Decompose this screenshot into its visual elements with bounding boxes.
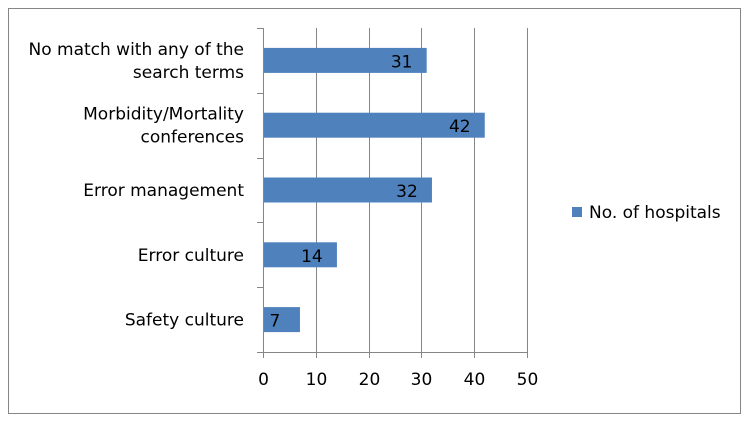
bar xyxy=(264,177,432,203)
data-label: 31 xyxy=(391,52,413,72)
chart-border xyxy=(8,8,741,414)
category-label: Error culture xyxy=(138,246,244,266)
x-tick-label: 30 xyxy=(411,370,433,390)
data-label: 42 xyxy=(449,117,471,137)
labels: 0 10 20 30 40 50 31 No match with any of the sea… xyxy=(28,40,538,390)
category-label-line: search terms xyxy=(133,63,244,83)
x-tick-label: 0 xyxy=(258,370,269,390)
category-label-line: Morbidity/Mortality xyxy=(83,105,244,125)
category-label-line: No match with any of the xyxy=(28,40,244,60)
x-tick-label: 50 xyxy=(517,370,539,390)
x-tick-label: 10 xyxy=(306,370,328,390)
bar xyxy=(264,47,427,73)
category-label: No match with any of the search terms xyxy=(28,40,244,83)
legend: No. of hospitals xyxy=(572,203,721,223)
category-label-line: Error management xyxy=(83,181,244,201)
data-label: 14 xyxy=(301,247,323,267)
data-label: 32 xyxy=(396,182,418,202)
x-tick-label: 20 xyxy=(359,370,381,390)
legend-label: No. of hospitals xyxy=(589,203,721,223)
bars xyxy=(264,47,485,333)
category-label-line: Safety culture xyxy=(125,311,244,331)
legend-swatch xyxy=(572,207,582,217)
category-label: Error management xyxy=(83,181,244,201)
data-label: 7 xyxy=(270,312,281,332)
category-label-line: conferences xyxy=(141,128,245,148)
axes xyxy=(257,28,528,358)
category-label: Morbidity/Mortality conferences xyxy=(83,105,244,148)
category-label: Safety culture xyxy=(125,311,244,331)
bar xyxy=(264,307,300,333)
x-tick-label: 40 xyxy=(464,370,486,390)
bar xyxy=(264,112,485,138)
category-label-line: Error culture xyxy=(138,246,244,266)
bar xyxy=(264,242,337,268)
